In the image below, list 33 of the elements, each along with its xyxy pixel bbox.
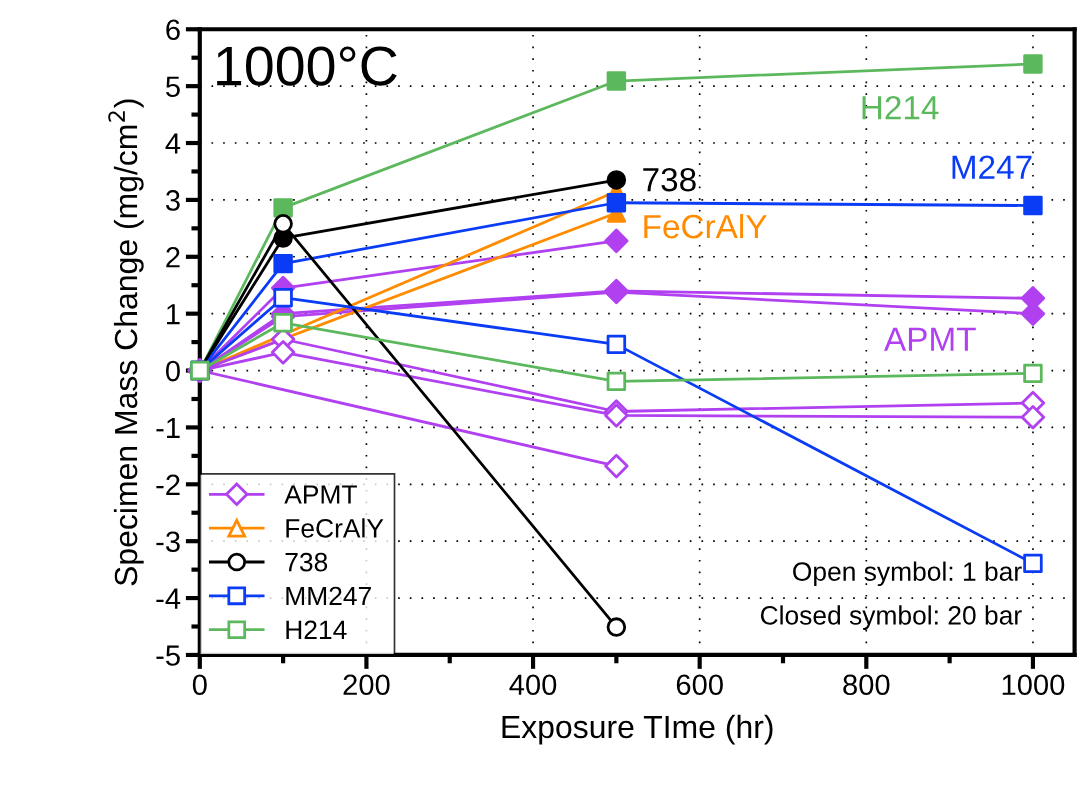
y-tick-label: -5 (156, 645, 180, 666)
y-tick-label: -4 (156, 588, 181, 609)
legend-label: 738 (285, 552, 328, 572)
y-tick-label: 2 (166, 246, 180, 268)
x-axis-title: Exposure TIme (hr) (502, 714, 773, 745)
legend-label: MM247 (286, 586, 371, 606)
y-tick-label: 6 (166, 19, 180, 41)
y-tick-label: 4 (165, 133, 181, 154)
y-tick-label: -3 (156, 531, 180, 553)
y-tick-label: 1 (167, 304, 180, 325)
x-tick-label: 800 (843, 674, 890, 696)
x-tick-label: 200 (343, 674, 390, 696)
x-tick-label: 600 (676, 674, 723, 696)
annotation: FeCrAlY (644, 213, 767, 239)
y-tick-label: 0 (165, 360, 180, 382)
x-tick-label: 1000 (1002, 674, 1065, 696)
annotation: APMT (884, 327, 976, 351)
y-tick-label: -1 (156, 417, 180, 438)
annotation: H214 (862, 95, 939, 120)
legend-label: H214 (286, 620, 347, 639)
legend-label: APMT (284, 485, 357, 504)
annotation: Closed symbol: 20 bar (760, 605, 1022, 630)
y-tick-label: 3 (165, 190, 180, 211)
annotation: M247 (952, 155, 1032, 179)
y-axis-title: Specimen Mass Change (mg/cm$^{2}$) (108, 99, 144, 586)
x-tick-label: 0 (192, 674, 207, 696)
y-tick-label: 5 (166, 76, 180, 97)
annotation: Open symbol: 1 bar (793, 561, 1022, 587)
annotation: 1000°C (217, 46, 397, 86)
y-tick-label: -2 (156, 474, 180, 495)
annotation: 738 (643, 167, 696, 192)
legend-label: FeCrAlY (286, 518, 384, 538)
x-tick-label: 400 (509, 674, 557, 696)
